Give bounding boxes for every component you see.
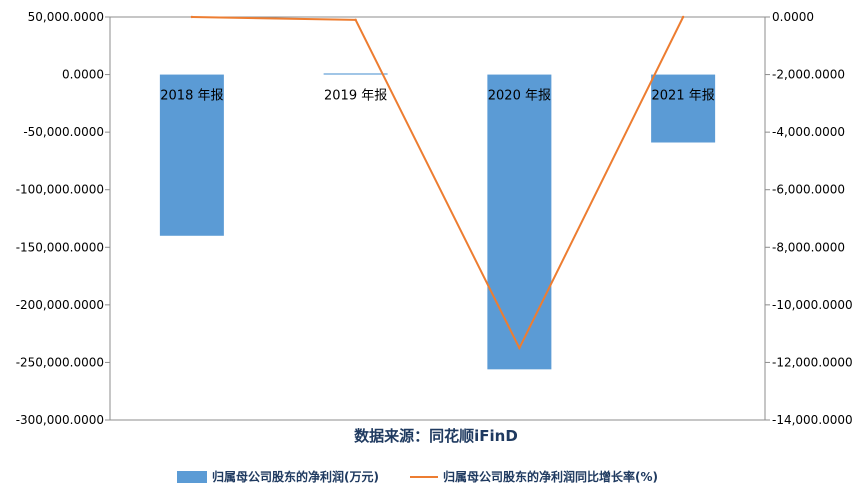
right-tick-label: -10,000.0000 — [772, 298, 853, 312]
bar — [159, 74, 224, 236]
bar — [323, 73, 388, 75]
right-tick-label: -8,000.0000 — [772, 240, 845, 254]
category-label: 2019 年报 — [324, 89, 387, 104]
category-label: 2018 年报 — [160, 89, 223, 104]
left-axis-ticks: 50,000.0000 0.0000 -50,000.0000 -100,000.00… — [16, 10, 110, 427]
right-tick-label: -2,000.0000 — [772, 68, 845, 82]
left-tick-label: -250,000.0000 — [16, 355, 104, 369]
plot-border — [109, 16, 766, 421]
line-series — [190, 15, 685, 351]
legend-line-label: 归属母公司股东的净利润同比增长率(%) — [443, 469, 658, 484]
left-tick-label: -150,000.0000 — [16, 240, 104, 254]
right-axis-ticks: 0.0000 -2,000.0000 -4,000.0000 -6,000.0000 -… — [765, 10, 853, 427]
left-tick-label: 50,000.0000 — [28, 10, 104, 24]
bar — [651, 74, 716, 143]
right-tick-label: -14,000.0000 — [772, 413, 853, 427]
data-source-label: 数据来源：同花顺iFinD — [354, 427, 518, 445]
left-tick-label: -100,000.0000 — [16, 183, 104, 197]
line-path — [191, 16, 685, 351]
legend-bar-swatch — [177, 471, 207, 483]
right-tick-label: -12,000.0000 — [772, 355, 853, 369]
plot-frame — [109, 16, 766, 421]
right-tick-label: -6,000.0000 — [772, 183, 845, 197]
category-label: 2021 年报 — [652, 89, 715, 104]
legend: 归属母公司股东的净利润(万元) 归属母公司股东的净利润同比增长率(%) — [177, 469, 658, 484]
right-tick-label: -4,000.0000 — [772, 125, 845, 139]
left-tick-label: -50,000.0000 — [23, 125, 104, 139]
line-point — [681, 15, 685, 19]
bar-series — [159, 73, 716, 370]
legend-bar-label: 归属母公司股东的净利润(万元) — [212, 469, 379, 484]
left-tick-label: 0.0000 — [62, 68, 104, 82]
line-point — [354, 18, 357, 22]
category-label: 2020 年报 — [488, 89, 551, 104]
line-point — [190, 15, 194, 19]
line-point — [518, 346, 521, 350]
bar — [487, 74, 552, 370]
left-tick-label: -200,000.0000 — [16, 298, 104, 312]
category-labels: 2018 年报 2019 年报 2020 年报 2021 年报 — [160, 89, 714, 104]
right-tick-label: 0.0000 — [772, 10, 814, 24]
left-tick-label: -300,000.0000 — [16, 413, 104, 427]
